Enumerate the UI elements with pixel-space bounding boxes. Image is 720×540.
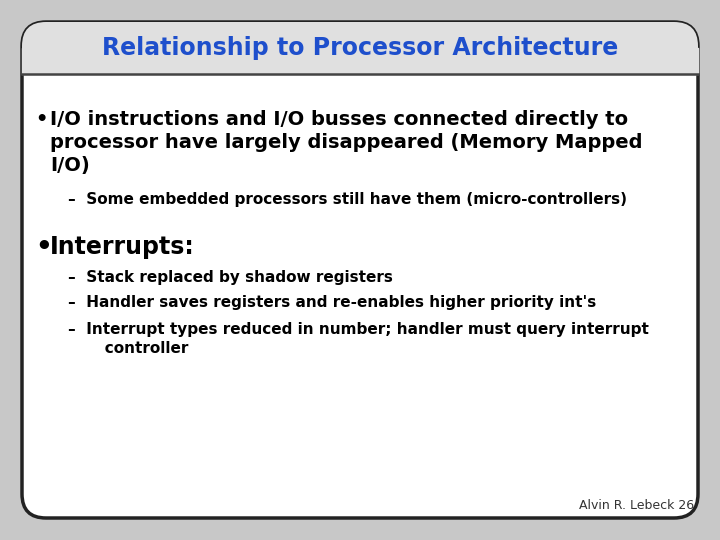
Text: –  Handler saves registers and re-enables higher priority int's: – Handler saves registers and re-enables…: [68, 295, 596, 310]
Text: Interrupts:: Interrupts:: [50, 235, 194, 259]
FancyBboxPatch shape: [22, 22, 698, 74]
Text: Relationship to Processor Architecture: Relationship to Processor Architecture: [102, 36, 618, 60]
Text: –  Stack replaced by shadow registers: – Stack replaced by shadow registers: [68, 270, 393, 285]
Text: –  Interrupt types reduced in number; handler must query interrupt
       contro: – Interrupt types reduced in number; han…: [68, 322, 649, 356]
Text: •: •: [35, 110, 48, 129]
Text: –  Some embedded processors still have them (micro-controllers): – Some embedded processors still have th…: [68, 192, 627, 207]
FancyBboxPatch shape: [22, 22, 698, 518]
Text: Alvin R. Lebeck 26: Alvin R. Lebeck 26: [579, 499, 694, 512]
Text: •: •: [35, 235, 52, 261]
Text: I/O instructions and I/O busses connected directly to
processor have largely dis: I/O instructions and I/O busses connecte…: [50, 110, 642, 174]
